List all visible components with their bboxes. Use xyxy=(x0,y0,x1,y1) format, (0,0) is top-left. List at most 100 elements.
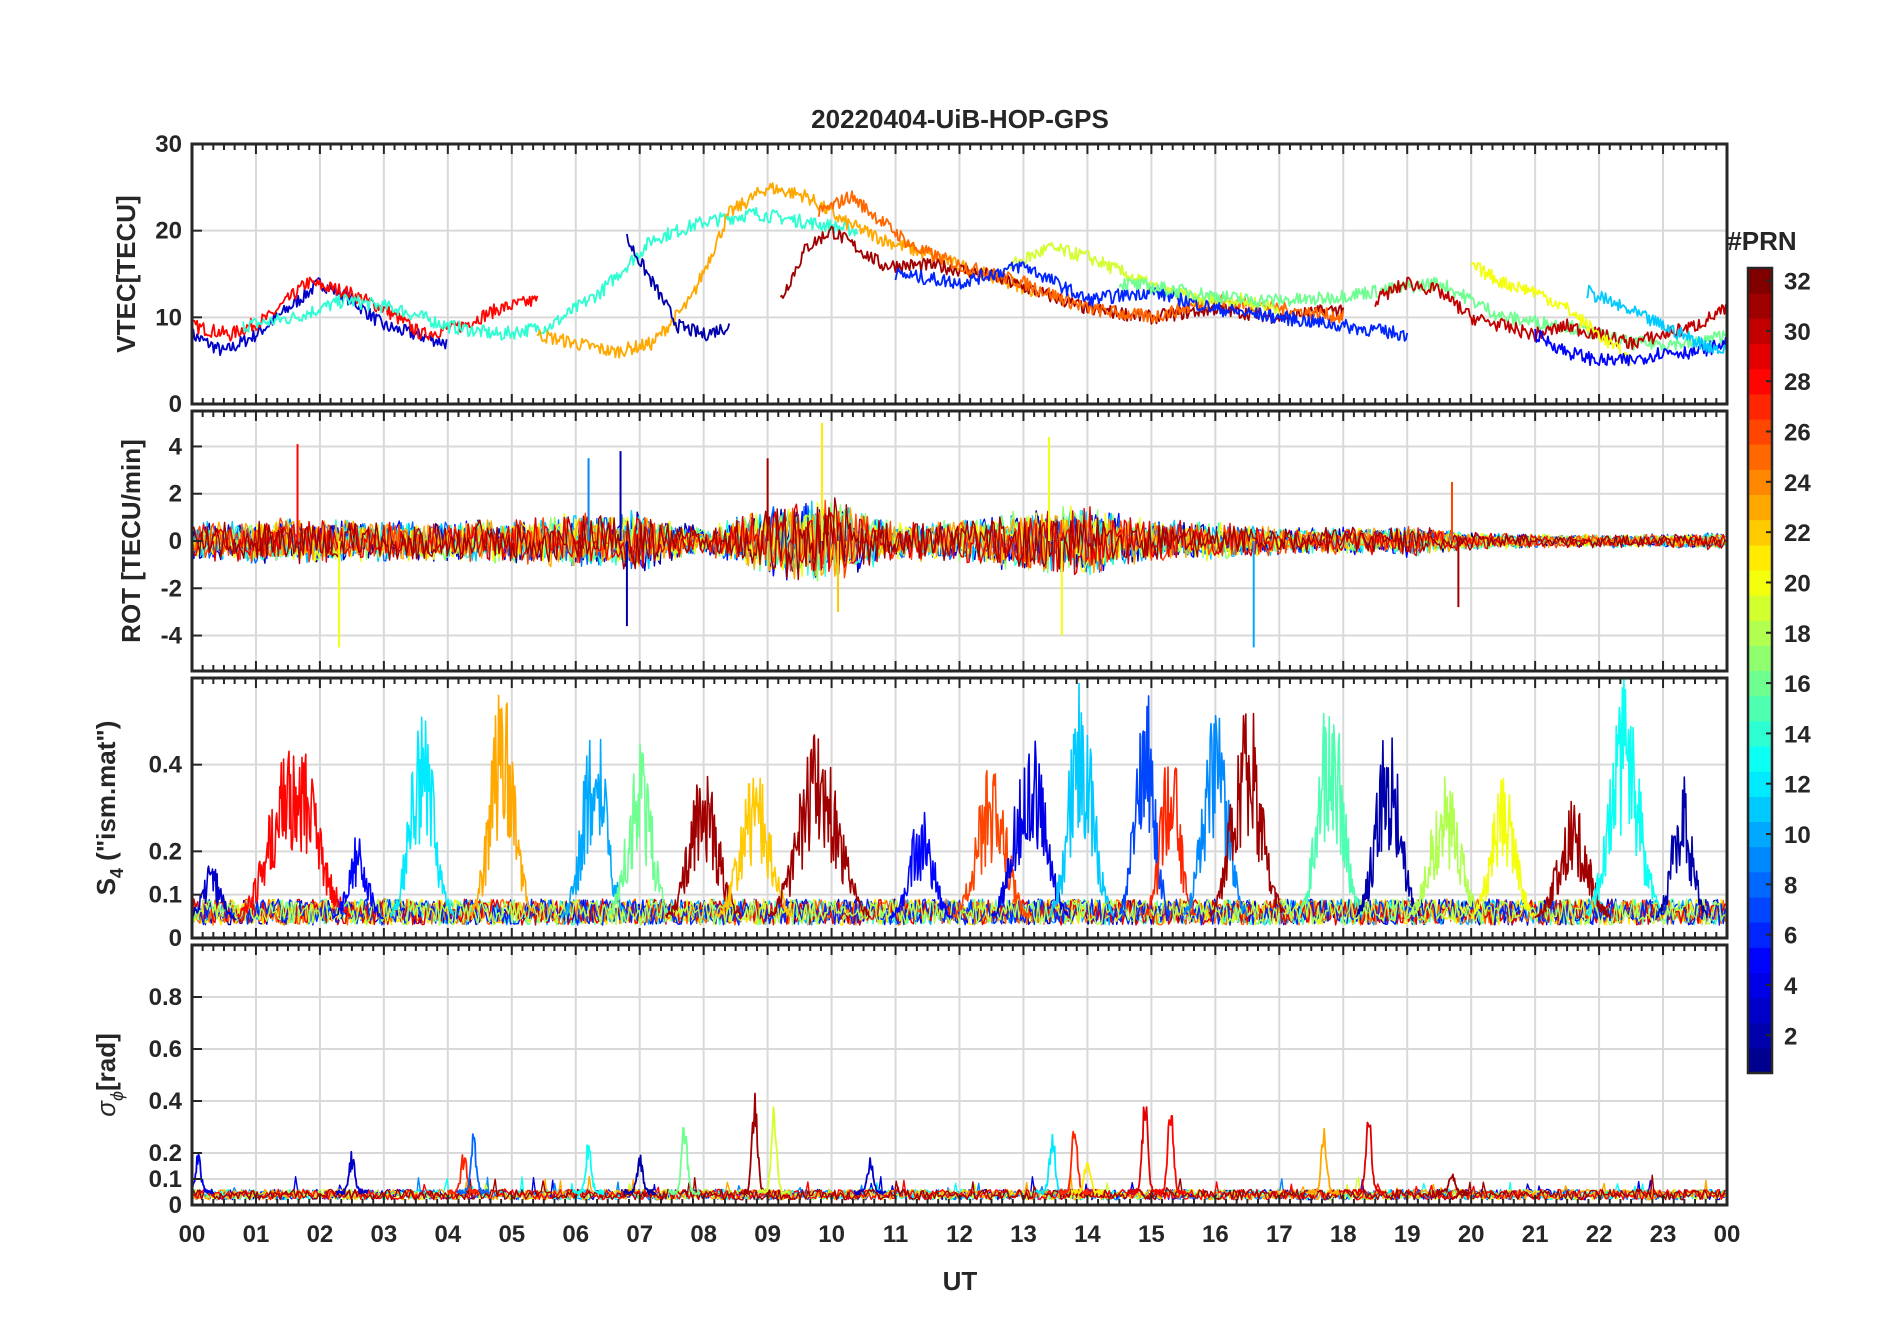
sigma_phi-ytick-label: 0.2 xyxy=(149,1140,182,1167)
colorbar-tick-label: 8 xyxy=(1784,872,1797,899)
colorbar-tick-label: 2 xyxy=(1784,1023,1797,1050)
colorbar-segment xyxy=(1748,393,1772,420)
rot-ytick-label: -4 xyxy=(161,623,183,650)
vtec-series-line xyxy=(242,206,859,341)
vtec-series-line xyxy=(1118,276,1727,352)
colorbar-tick-label: 32 xyxy=(1784,269,1811,296)
s4-burst-line xyxy=(1049,682,1114,918)
x-tick-label: 10 xyxy=(818,1221,845,1248)
rot-ytick-label: 0 xyxy=(169,528,182,555)
x-tick-label: 00 xyxy=(179,1221,206,1248)
colorbar-segment xyxy=(1748,745,1772,772)
x-tick-label: 17 xyxy=(1266,1221,1293,1248)
x-tick-label: 12 xyxy=(946,1221,973,1248)
s4-burst-line xyxy=(1182,714,1248,916)
colorbar-segment xyxy=(1748,645,1772,672)
s4-burst-line xyxy=(562,738,628,918)
s4-burst-line xyxy=(1655,776,1709,919)
panel-rot: -4 -2 0 2 4 ROT [TECU/min] xyxy=(116,409,1729,673)
vtec-series-line xyxy=(1470,261,1632,366)
sigma-phi-spike xyxy=(456,1133,490,1196)
colorbar-segment xyxy=(1748,1047,1772,1074)
sigma-phi-spike xyxy=(622,1154,656,1196)
vtec-series-line xyxy=(536,182,1038,359)
rot-ytick-label: 2 xyxy=(169,481,182,508)
colorbar-tick-label: 4 xyxy=(1784,973,1798,1000)
vtec-series-line xyxy=(1534,328,1727,367)
x-tick-label: 20 xyxy=(1458,1221,1485,1248)
x-tick-label: 01 xyxy=(243,1221,270,1248)
sigma_phi-ytick-label: 0.1 xyxy=(149,1166,182,1193)
x-axis-labels: 00 01 02 03 04 05 06 07 08 09 10 11 12 13 14 15 16 17 18 19… xyxy=(179,1221,1741,1248)
sigma_phi-ytick-label: 0.8 xyxy=(149,984,182,1011)
sigma-phi-spike xyxy=(446,1154,480,1195)
s4-burst-line xyxy=(331,837,385,920)
sigma-phi-spike xyxy=(335,1150,369,1196)
x-tick-label: 22 xyxy=(1586,1221,1613,1248)
colorbar-tick-label: 22 xyxy=(1784,520,1811,547)
colorbar-segment xyxy=(1748,494,1772,521)
colorbar-tick-label: 20 xyxy=(1784,570,1811,597)
vtec-series-line xyxy=(779,225,1345,325)
x-tick-label: 11 xyxy=(883,1221,908,1248)
s4-ytick-label: 0.2 xyxy=(149,838,182,865)
x-tick-label: 03 xyxy=(371,1221,398,1248)
panel-sigma-phi: 00.10.2 0.4 0.6 0.8 σϕ[rad] xyxy=(91,943,1729,1219)
s4-series-group xyxy=(192,678,1726,926)
panel-vtec: 0 10 20 30 VTEC[TECU] xyxy=(111,131,1729,418)
sigma-phi-spike xyxy=(571,1144,605,1196)
x-tick-label: 18 xyxy=(1330,1221,1357,1248)
colorbar-segment xyxy=(1748,544,1772,571)
sigma-phi-spike xyxy=(1035,1133,1069,1195)
colorbar-frame xyxy=(1746,266,1774,1075)
colorbar-tick-label: 14 xyxy=(1784,721,1811,748)
colorbar-tick-label: 10 xyxy=(1784,822,1811,849)
colorbar-label: #PRN xyxy=(1727,226,1796,256)
x-tick-label: 08 xyxy=(690,1221,717,1248)
sigma_phi-ytick-label: 0.6 xyxy=(149,1036,182,1063)
colorbar-tick-label: 6 xyxy=(1784,923,1797,950)
sigma-phi-spike xyxy=(192,1153,215,1195)
x-tick-label: 13 xyxy=(1010,1221,1037,1248)
colorbar-tick-label: 24 xyxy=(1784,470,1811,497)
x-tick-label: 07 xyxy=(626,1221,653,1248)
rot-series-group xyxy=(192,422,1726,648)
x-axis-label: UT xyxy=(943,1266,978,1296)
sigma_phi-ytick-label: 0 xyxy=(169,1192,182,1219)
colorbar-segment xyxy=(1748,896,1772,923)
colorbar-segment xyxy=(1748,595,1772,621)
colorbar-tick-label: 26 xyxy=(1784,420,1811,447)
s4-burst-line xyxy=(607,743,672,917)
s4-burst-line xyxy=(889,811,954,919)
x-tick-label: 04 xyxy=(434,1221,461,1248)
colorbar-segment xyxy=(1748,444,1772,470)
vtec-series-line xyxy=(1374,276,1727,350)
x-tick-label: 21 xyxy=(1522,1221,1549,1248)
colorbar-segment xyxy=(1748,293,1772,319)
s4-burst-line xyxy=(715,777,793,918)
panel-s4: 0 0.1 0.2 0.4 S4 ("ism.mat") xyxy=(91,676,1729,952)
rot-ytick-label: 4 xyxy=(169,433,183,460)
s4-ytick-label: 0 xyxy=(169,925,182,952)
s4-burst-line xyxy=(1208,712,1286,917)
sigma_phi-ytick-label: 0.4 xyxy=(149,1088,183,1115)
sigma-phi-spike xyxy=(667,1126,701,1196)
sigma-phi-grid xyxy=(192,945,1727,1205)
colorbar-segment xyxy=(1748,796,1772,823)
vtec-ytick-label: 30 xyxy=(155,131,182,158)
vtec-series-line xyxy=(192,277,448,357)
vtec-series-group xyxy=(192,182,1727,367)
rot-ylabel: ROT [TECU/min] xyxy=(116,439,146,643)
sigma-phi-spike xyxy=(1307,1127,1341,1196)
x-tick-label: 09 xyxy=(754,1221,781,1248)
vtec-ytick-label: 10 xyxy=(155,304,182,331)
colorbar-tick-label: 28 xyxy=(1784,369,1811,396)
sigma-phi-spike xyxy=(1435,1173,1469,1196)
s4-burst-line xyxy=(990,740,1069,917)
sigma-phi-spike xyxy=(1153,1115,1187,1195)
sigma-phi-ticks: 00.10.2 0.4 0.6 0.8 xyxy=(149,945,1728,1219)
colorbar-segment xyxy=(1748,343,1772,370)
s4-burst-line xyxy=(236,750,352,919)
